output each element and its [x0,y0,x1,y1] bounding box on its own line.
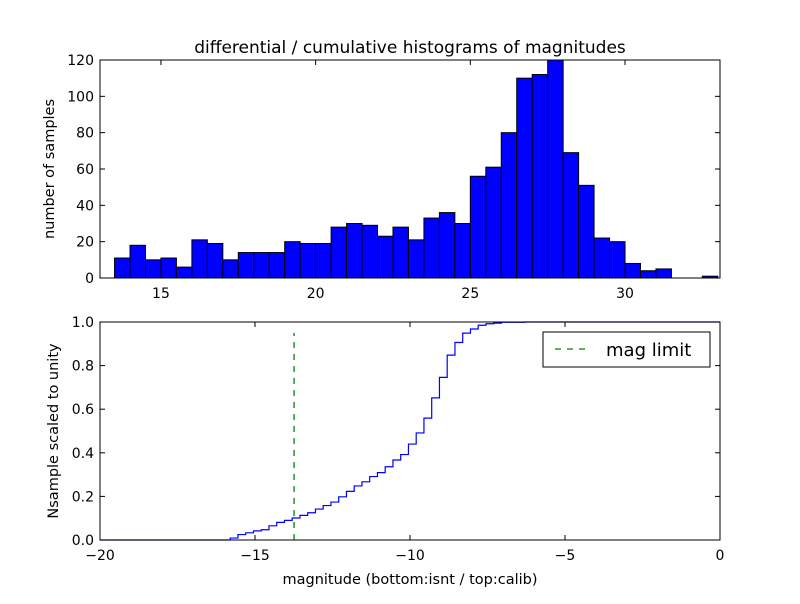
y-tick-label: 80 [76,126,94,142]
y-tick-label: 0.6 [72,402,94,418]
histogram-bar [160,257,177,279]
histogram-bar [423,217,440,279]
histogram-bar [315,242,332,279]
top-histogram-axes: 15 20 25 30 0 20 40 60 80 100 120 [67,53,721,302]
histogram-bar [206,242,224,279]
histogram-bar [609,241,626,279]
histogram-bar [361,224,379,279]
histogram-bar [253,252,270,279]
x-tick-label: 20 [307,286,325,302]
x-tick-label: −10 [395,548,425,564]
histogram-bar [407,239,425,279]
histogram-bar [377,235,394,279]
x-tick-label: −5 [555,548,576,564]
cumulative-step-line [100,321,720,541]
histogram-bar [346,223,363,279]
top-ylabel: number of samples [42,99,58,239]
histogram-bar [284,241,301,279]
y-tick-label: 0.4 [72,446,94,462]
x-tick-label: −20 [85,548,115,564]
histogram-bar [129,244,146,279]
bottom-cumulative-axes: −20 −15 −10 −5 0 0.0 0.2 0.4 0.6 0.8 1.0 [72,315,725,564]
histogram-bar [299,242,317,279]
histogram-bar [655,268,672,279]
histogram-bar [438,212,456,279]
top-chart-title: differential / cumulative histograms of … [194,38,626,58]
histogram-bar [516,77,533,279]
histogram-bar [268,252,286,279]
y-tick-label: 20 [76,235,94,251]
histogram-bar [639,270,657,279]
legend: mag limit [542,331,711,368]
y-tick-label: 0.8 [72,359,94,375]
y-tick-label: 40 [76,198,94,214]
bottom-ylabel: Nsample scaled to unity [46,343,62,519]
y-tick-label: 0 [85,271,94,287]
y-tick-label: 1.0 [72,315,94,331]
x-tick-label: 25 [461,286,479,302]
histogram-bar [485,166,502,279]
bottom-xlabel: magnitude (bottom:isnt / top:calib) [282,572,537,588]
y-tick-label: 100 [67,89,94,105]
y-tick-label: 0.2 [72,489,94,505]
y-tick-label: 60 [76,162,94,178]
histogram-bar [222,259,239,279]
histogram-bar [175,266,193,279]
histogram-bar [547,59,564,279]
histogram-bar [330,226,348,279]
histogram-bar [237,252,255,279]
x-tick-label: 30 [616,286,634,302]
y-tick-label: 120 [67,53,94,69]
histogram-bar [454,223,471,279]
x-tick-label: −15 [240,548,270,564]
x-tick-label: 0 [716,548,725,564]
histogram-bar [624,262,641,279]
histogram-bar [531,74,549,279]
histogram-bar [144,259,162,279]
x-tick-label: 15 [152,286,170,302]
histogram-bar [500,132,518,279]
legend-mag-limit-label: mag limit [606,340,691,361]
histogram-bar [191,239,208,279]
histogram-bar [578,184,595,279]
histogram-bar [469,175,487,279]
histogram-bar [593,237,611,279]
y-tick-label: 0.0 [72,533,94,549]
histogram-bar [562,152,580,279]
histogram-bar [114,257,131,279]
histogram-bar [392,226,409,279]
